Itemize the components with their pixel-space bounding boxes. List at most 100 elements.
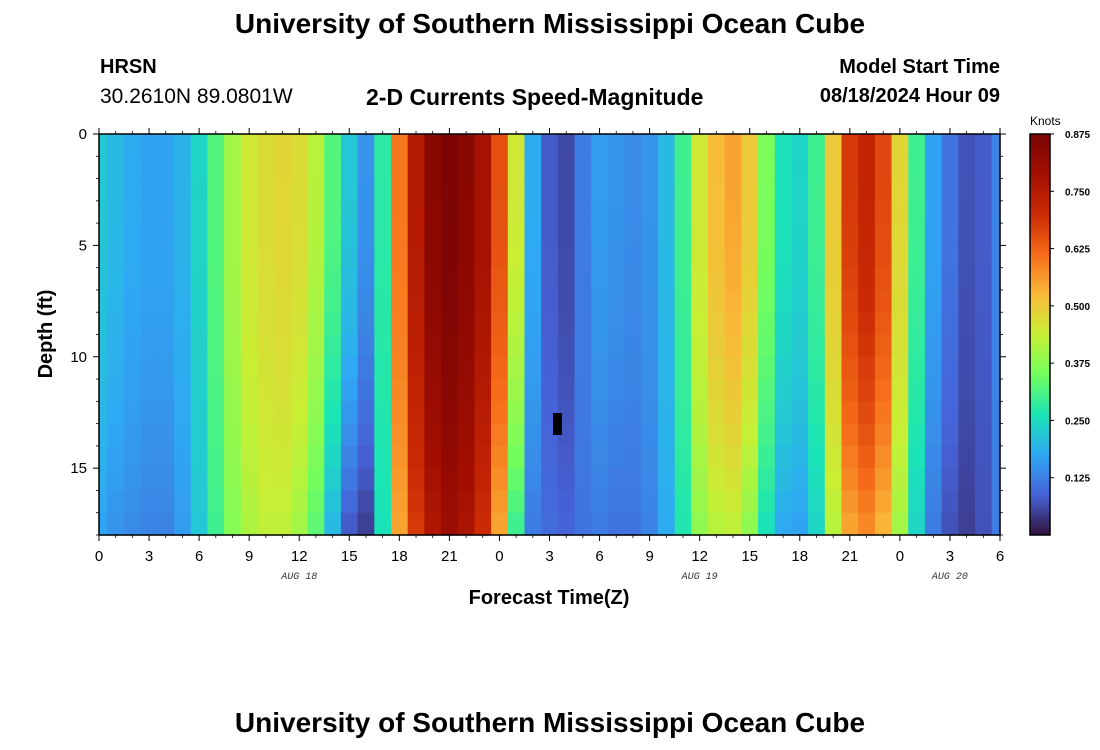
heatmap-cell [491,468,509,492]
heatmap-cell [190,289,209,313]
heatmap-cell [124,289,142,313]
heatmap-cell [808,356,826,380]
heatmap-cell [307,178,325,202]
heatmap-cell [574,200,592,224]
heatmap-cell [991,156,1001,180]
heatmap-cell [908,490,926,514]
heatmap-cell [958,512,976,536]
heatmap-cell [407,512,425,536]
heatmap-cell [591,512,609,536]
heatmap-cell [858,379,876,402]
heatmap-cell [357,445,375,469]
heatmap-cell [407,156,425,180]
date-label: AUG 19 [681,572,718,583]
heatmap-cell [524,401,542,425]
heatmap-cell [758,512,776,536]
heatmap-cell [941,423,959,447]
heatmap-cell [808,267,826,291]
heatmap-cell [224,223,242,246]
heatmap-cell [841,379,859,402]
heatmap-cell [908,445,926,469]
heatmap-cell [708,401,726,425]
heatmap-cell [99,312,108,336]
heatmap-cell [474,379,492,402]
heatmap-cell [691,267,709,291]
heatmap-cell [407,178,425,202]
heatmap-cell [607,445,626,469]
heatmap-cell [157,178,175,202]
heatmap-cell [207,156,225,180]
heatmap-cell [390,200,409,224]
heatmap-cell [824,200,843,224]
heatmap-cell [524,178,542,202]
heatmap-cell [574,245,592,269]
heatmap-cell [340,334,359,358]
heatmap-cell [624,312,642,336]
heatmap-cell [908,156,926,180]
heatmap-cell [257,223,275,246]
heatmap-cell [724,423,742,447]
heatmap-cell [607,178,626,202]
heatmap-cell [574,468,592,492]
heatmap-cell [324,401,342,425]
heatmap-cell [941,178,959,202]
heatmap-cell [340,468,359,492]
heatmap-cell [524,245,542,269]
heatmap-cell [424,134,442,157]
date-label: AUG 18 [280,572,317,583]
heatmap-cell [390,445,409,469]
heatmap-cell [240,445,259,469]
heatmap-cell [307,401,325,425]
heatmap-cell [841,512,859,536]
heatmap-cell [908,245,926,269]
heatmap-cell [791,445,809,469]
heatmap-cell [924,445,943,469]
heatmap-cell [758,468,776,492]
heatmap-cell [457,223,476,246]
heatmap-cell [791,267,809,291]
heatmap-cell [390,334,409,358]
heatmap-cell [841,445,859,469]
heatmap-cell [307,445,325,469]
heatmap-cell [774,267,793,291]
heatmap-cell [574,356,592,380]
heatmap-cell [758,289,776,313]
heatmap-cell [374,245,392,269]
heatmap-cell [741,356,759,380]
heatmap-cell [974,423,993,447]
heatmap-cell [891,423,909,447]
heatmap-cell [374,468,392,492]
heatmap-cell [724,134,742,157]
heatmap-cell [307,245,325,269]
heatmap-cell [591,223,609,246]
heatmap-cell [958,379,976,402]
heatmap-cell [591,289,609,313]
heatmap-cell [541,156,559,180]
heatmap-cell [607,245,626,269]
heatmap-cell [941,223,959,246]
heatmap-cell [724,490,742,514]
heatmap-cell [641,267,659,291]
heatmap-cell [624,512,642,536]
x-axis: 0 3 6 9 12 15 18 21 0 3 6 9 12 15 18 21 0 3 6 [95,128,1004,565]
heatmap-cell [874,401,893,425]
heatmap-cell [574,445,592,469]
heatmap-cell [541,356,559,380]
heatmap-cell [124,356,142,380]
heatmap-cell [891,445,909,469]
heatmap-cell [190,156,209,180]
heatmap-cell [407,334,425,358]
heatmap-cell [207,267,225,291]
heatmap-cell [974,134,993,157]
heatmap-cell [290,223,309,246]
heatmap-cell [174,312,192,336]
heatmap-cell [791,312,809,336]
heatmap-cell [190,178,209,202]
heatmap-cell [557,490,576,514]
heatmap-cell [874,468,893,492]
heatmap-cell [424,356,442,380]
heatmap-cell [858,423,876,447]
heatmap-cell [274,289,292,313]
heatmap-cell [708,512,726,536]
heatmap-cell [99,134,108,157]
